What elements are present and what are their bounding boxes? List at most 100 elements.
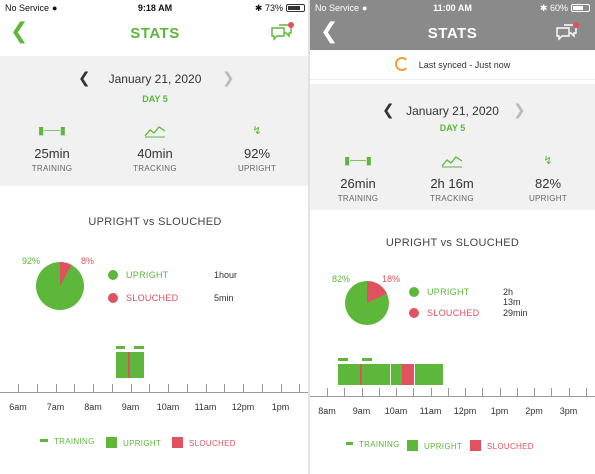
legend-slouched: SLOUCHED 5min [108,293,234,303]
line-chart-icon [407,154,497,170]
training-marker [338,358,348,361]
timeline-tick [168,384,169,392]
metric-label: TRACKING [430,194,474,203]
timeline-hour-label: 3pm [559,406,578,416]
slouched-block[interactable] [402,364,414,385]
bluetooth-icon: ✱ [539,3,548,13]
prev-day-icon[interactable]: ❮ [78,70,91,87]
timeline-tick [585,388,587,396]
timeline-tick [516,388,518,396]
battery-percent: 60% [549,3,568,13]
slouched-dot-icon [409,308,419,318]
date-navigator: ❮ January 21, 2020 ❯ [0,70,310,88]
timeline-tick [413,388,415,396]
timeline-tick [74,384,76,392]
nav-bar: ❮ STATS [310,16,595,50]
legend-value: 2h 13m [503,287,521,307]
carrier-label: No Service [315,3,360,13]
timeline-hour-label: 8am [318,406,336,416]
legend-training: TRAINING [40,437,95,446]
timeline-hour-label: 1pm [271,402,290,412]
legend-slouched: SLOUCHED 29min [409,308,528,318]
battery-percent: 73% [264,3,283,13]
metric-upright: ↯ 92% UPRIGHT [212,124,302,173]
chevron-left-icon[interactable]: ❮ [10,18,29,43]
timeline-hour-label: 8am [84,402,102,412]
metric-training: ▮──▮ 26min TRAINING [313,154,403,203]
battery-icon [286,4,305,12]
upright-dot-icon [409,287,419,297]
timeline-tick [18,384,19,392]
timeline-hour-label: 12pm [453,406,477,416]
legend-upright: UPRIGHT 1hour [108,270,237,280]
slouched-percent: 18% [382,274,401,284]
metric-value: 25min [34,146,70,161]
metric-label: TRACKING [133,164,177,173]
slouched-block[interactable] [359,364,363,385]
timeline-tick [568,388,570,396]
battery-icon [571,4,590,12]
timeline-hour-label: 7am [46,402,65,412]
timeline-tick [378,388,380,396]
posture-timeline[interactable]: 8am 9am 10am 11am 12pm 1pm 2pm 3pm [310,350,595,425]
day-label: DAY 5 [142,94,168,104]
prev-day-icon[interactable]: ❮ [382,102,395,119]
metric-value: 2h 16m [430,176,474,191]
status-time: 11:00 AM [433,3,472,13]
next-day-icon[interactable]: ❯ [513,102,526,119]
timeline-tick [447,388,449,396]
day-label: DAY 5 [439,123,466,133]
wifi-icon: ● [362,3,368,13]
chevron-left-icon[interactable]: ❮ [320,18,339,43]
legend-upright: UPRIGHT [106,437,161,448]
upright-percent: 82% [332,274,351,284]
page-title: STATS [427,25,478,42]
chat-bubbles-icon[interactable] [555,22,579,42]
divider [308,0,310,474]
timeline-tick [36,384,38,392]
upright-block[interactable] [415,364,443,385]
timeline-hour-label: 10am [384,406,408,416]
next-day-icon[interactable]: ❯ [222,70,235,87]
chat-bubbles-icon[interactable] [270,22,294,42]
timeline-tick [361,388,363,396]
status-bar: No Service ● 9:18 AM ✱ 73% [0,0,310,16]
lightning-icon: ↯ [543,155,553,167]
date-label: January 21, 2020 [108,72,202,86]
sync-status-bar: Last synced - Just now [310,50,595,80]
status-time: 9:18 AM [137,3,173,13]
timeline-tick [130,384,132,392]
metric-upright: ↯ 82% UPRIGHT [503,154,593,203]
legend-value: 29min [503,308,528,318]
legend-value: 1hour [214,270,238,280]
slouched-block[interactable] [127,352,131,378]
timeline-tick [551,388,553,396]
timeline-hour-label: 2pm [525,406,543,416]
timeline-hour-label: 11am [194,402,217,412]
posture-timeline[interactable]: 6am7am8am9am10am11am12pm1pm2 [0,340,310,420]
training-marker [361,358,372,361]
timeline-hour-label: 11am [419,406,442,416]
metric-value: 82% [534,176,562,191]
metric-tracking: 2h 16m TRACKING [407,154,497,203]
timeline-tick [430,388,432,396]
upright-block[interactable] [391,364,403,385]
metric-label: UPRIGHT [237,164,277,173]
timeline-hour-label: 1pm [490,406,509,416]
lightning-icon: ↯ [252,125,262,137]
dumbbell-icon: ▮──▮ [344,155,372,167]
upright-dot-icon [108,270,118,280]
timeline-tick [465,388,466,396]
upright-block[interactable] [338,364,390,385]
timeline-axis [0,392,310,393]
summary-panel: ❮ January 21, 2020 ❯ DAY 5 ▮──▮ 25min TR… [0,56,310,186]
timeline-hour-label: 9am [352,406,371,416]
legend-training: TRAINING [346,440,400,449]
timeline-tick [482,388,484,396]
metric-training: ▮──▮ 25min TRAINING [7,124,97,173]
timeline-tick [499,388,501,396]
legend-upright: UPRIGHT [407,440,462,451]
pie-slice-slouched [367,281,387,303]
timeline-tick [205,384,207,392]
timeline-tick [534,388,535,396]
